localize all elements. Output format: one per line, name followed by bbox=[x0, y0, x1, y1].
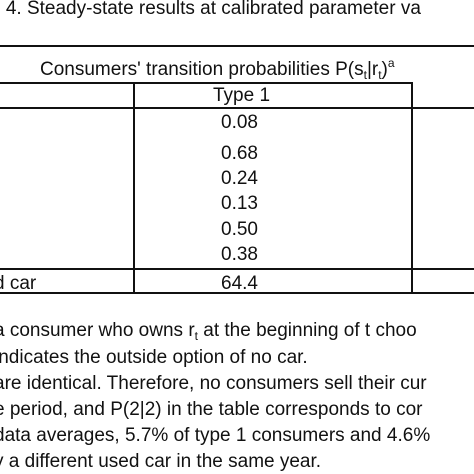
footnote-line: are identical. Therefore, no consumers s… bbox=[0, 373, 427, 394]
column-header-rule bbox=[0, 107, 474, 109]
column-header-type1: Type 1 bbox=[213, 85, 271, 106]
value-cell: 0.38 bbox=[221, 244, 258, 265]
value-cell: 0.68 bbox=[221, 143, 258, 164]
left-column-divider bbox=[133, 82, 135, 292]
table-title: e 4. Steady-state results at calibrated … bbox=[0, 0, 421, 19]
value-cell: 0.24 bbox=[221, 168, 258, 189]
value-cell: 0.50 bbox=[221, 219, 258, 240]
table-top-rule bbox=[0, 45, 474, 47]
footnote-line: y a different used car in the same year. bbox=[0, 451, 322, 472]
right-column-divider bbox=[411, 82, 413, 292]
footnote-line: data averages, 5.7% of type 1 consumers … bbox=[0, 425, 431, 446]
footnote-line: a consumer who owns rt at the beginning … bbox=[0, 320, 417, 343]
summary-top-rule bbox=[0, 268, 474, 270]
table-bottom-rule bbox=[0, 292, 474, 294]
footnote-line: indicates the outside option of no car. bbox=[0, 347, 308, 368]
summary-row-label: d car bbox=[0, 273, 37, 294]
summary-row-value: 64.4 bbox=[221, 273, 258, 294]
header-underline bbox=[0, 82, 412, 84]
value-cell: 0.08 bbox=[221, 112, 258, 133]
transition-probabilities-header: Consumers' transition probabilities P(st… bbox=[40, 56, 395, 82]
value-cell: 0.13 bbox=[221, 193, 258, 214]
footnote-line: e period, and P(2|2) in the table corres… bbox=[0, 399, 423, 420]
